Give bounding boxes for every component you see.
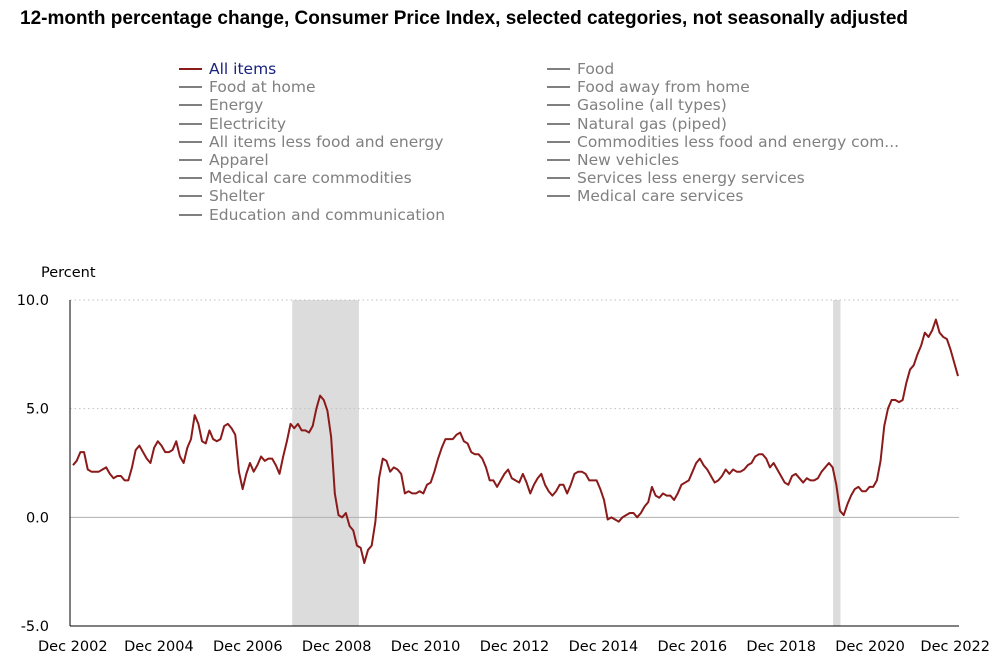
legend-item-commodities-less-food-and-energy-com[interactable]: Commodities less food and energy com... <box>547 133 899 151</box>
legend-label: Electricity <box>209 114 286 133</box>
legend-swatch <box>179 86 202 89</box>
legend-swatch <box>547 195 570 198</box>
legend-item-energy[interactable]: Energy <box>179 96 445 114</box>
y-axis-label: Percent <box>41 265 96 281</box>
legend-label: Shelter <box>209 187 265 206</box>
legend-item-food-away-from-home[interactable]: Food away from home <box>547 78 899 96</box>
legend-label: Energy <box>209 96 264 115</box>
recession-band-1 <box>292 300 359 626</box>
legend-label: Gasoline (all types) <box>577 96 727 115</box>
legend-swatch <box>179 122 202 125</box>
legend-item-natural-gas-piped[interactable]: Natural gas (piped) <box>547 115 899 133</box>
legend-item-shelter[interactable]: Shelter <box>179 187 445 205</box>
legend-swatch <box>547 140 570 143</box>
chart-title: 12-month percentage change, Consumer Pri… <box>20 8 909 29</box>
x-tick-label: Dec 2018 <box>746 639 816 655</box>
series-line-all-items <box>72 318 959 564</box>
legend-swatch <box>547 122 570 125</box>
gridlines-group <box>70 299 959 518</box>
legend-swatch <box>547 68 570 71</box>
legend-item-education-and-communication[interactable]: Education and communication <box>179 206 445 224</box>
legend-label: Services less energy services <box>577 169 805 188</box>
legend-label: Education and communication <box>209 205 446 224</box>
y-tick-label: 5.0 <box>26 402 49 418</box>
legend-label: Food away from home <box>577 78 750 97</box>
x-tick-label: Dec 2014 <box>569 639 639 655</box>
legend-swatch <box>547 86 570 89</box>
legend-swatch <box>179 213 202 216</box>
legend-item-gasoline-all-types[interactable]: Gasoline (all types) <box>547 96 899 114</box>
x-tick-label: Dec 2002 <box>38 639 108 655</box>
legend-label: Apparel <box>209 150 269 169</box>
legend-swatch <box>547 159 570 162</box>
legend-label: Food at home <box>209 78 316 97</box>
tick-labels-group: 10.0 5.0 0.0 -5.0 Dec 2002 Dec 2004 Dec 2006 De… <box>17 293 990 655</box>
legend-left-column: All items Food at home Energy Electricity Al… <box>179 60 445 224</box>
recession-band-2 <box>833 300 841 626</box>
legend-swatch <box>179 140 202 143</box>
x-tick-label: Dec 2020 <box>835 639 905 655</box>
legend-item-new-vehicles[interactable]: New vehicles <box>547 151 899 169</box>
legend-swatch <box>179 195 202 198</box>
legend-item-food-at-home[interactable]: Food at home <box>179 78 445 96</box>
x-tick-label: Dec 2006 <box>213 639 283 655</box>
x-tick-label: Dec 2004 <box>124 639 194 655</box>
x-tick-label: Dec 2008 <box>302 639 372 655</box>
legend-swatch <box>179 68 202 71</box>
legend-item-medical-care-services[interactable]: Medical care services <box>547 187 899 205</box>
legend-item-electricity[interactable]: Electricity <box>179 115 445 133</box>
y-tick-label: 10.0 <box>17 293 49 309</box>
legend-label: All items <box>209 60 277 78</box>
y-tick-label: -5.0 <box>21 619 49 635</box>
legend-label: Natural gas (piped) <box>577 114 727 133</box>
legend-label: Medical care commodities <box>209 169 412 188</box>
y-tick-label: 0.0 <box>26 510 49 526</box>
legend-swatch <box>179 177 202 180</box>
legend-item-food[interactable]: Food <box>547 60 899 78</box>
legend-right-column: Food Food away from home Gasoline (all typ… <box>547 60 899 206</box>
series-group <box>72 318 959 564</box>
legend-swatch <box>547 104 570 107</box>
legend-item-medical-care-commodities[interactable]: Medical care commodities <box>179 169 445 187</box>
legend-item-apparel[interactable]: Apparel <box>179 151 445 169</box>
legend-item-services-less-energy-services[interactable]: Services less energy services <box>547 169 899 187</box>
x-tick-label: Dec 2010 <box>391 639 461 655</box>
x-tick-label: Dec 2012 <box>480 639 550 655</box>
legend-label: Medical care services <box>577 187 744 206</box>
legend-swatch <box>547 177 570 180</box>
legend-label: All items less food and energy <box>209 132 444 151</box>
legend-label: Food <box>577 60 615 78</box>
legend-swatch <box>179 104 202 107</box>
legend-label: Commodities less food and energy com... <box>577 132 900 151</box>
legend-item-all-items[interactable]: All items <box>179 60 445 78</box>
legend-label: New vehicles <box>577 150 680 169</box>
axes-group <box>69 300 959 627</box>
recession-shading-group <box>292 300 841 626</box>
legend-swatch <box>179 159 202 162</box>
x-tick-label: Dec 2022 <box>920 639 990 655</box>
legend-item-all-items-less-food-and-energy[interactable]: All items less food and energy <box>179 133 445 151</box>
x-tick-label: Dec 2016 <box>658 639 728 655</box>
